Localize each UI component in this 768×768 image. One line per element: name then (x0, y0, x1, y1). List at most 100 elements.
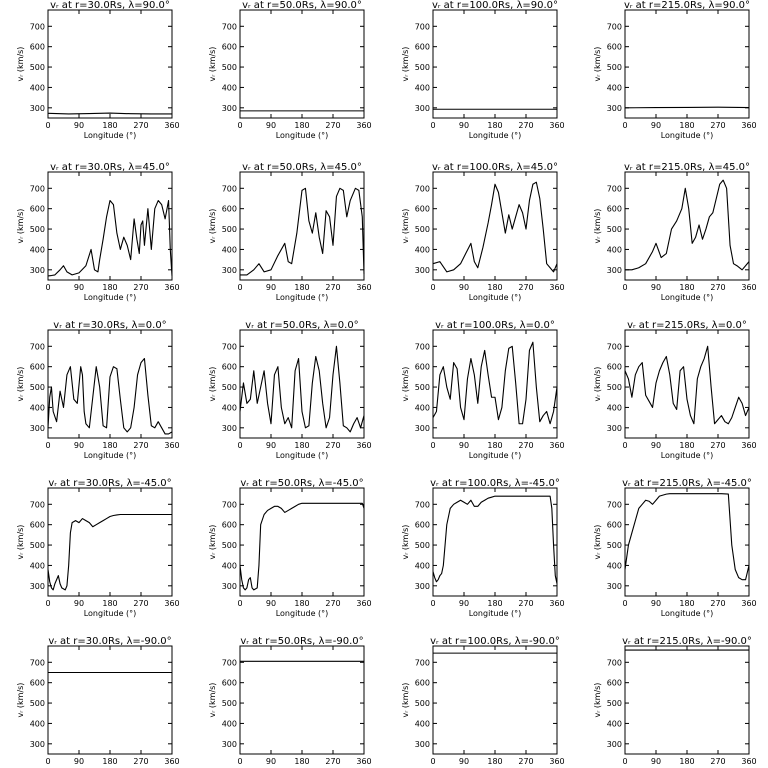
x-tick-label: 270 (518, 757, 533, 766)
y-tick-label: 300 (30, 266, 45, 275)
y-tick-label: 600 (222, 205, 237, 214)
x-axis-label: Longitude (°) (469, 609, 522, 618)
series-line (624, 493, 750, 581)
x-tick-label: 90 (74, 283, 84, 292)
x-tick-label: 0 (45, 283, 50, 292)
x-tick-label: 360 (741, 757, 756, 766)
x-axis-label: Longitude (°) (84, 451, 137, 460)
y-tick-label: 400 (607, 83, 622, 92)
plot-frame (624, 329, 750, 439)
subplot-title: vᵣ at r=50.0Rs, λ=0.0° (245, 320, 358, 331)
subplot-13: vᵣ at r=30.0Rs, λ=-45.0° 0 90 180 270 360 300 4… (16, 478, 180, 618)
x-tick-label: 0 (430, 441, 435, 450)
y-tick-label: 600 (607, 679, 622, 688)
x-tick-label: 180 (294, 121, 309, 130)
y-tick-label: 600 (222, 43, 237, 52)
x-tick-label: 90 (266, 441, 276, 450)
y-tick-label: 400 (607, 719, 622, 728)
y-tick-label: 700 (607, 184, 622, 193)
y-tick-label: 700 (30, 658, 45, 667)
x-tick-label: 180 (102, 757, 117, 766)
x-axis-label: Longitude (°) (276, 451, 329, 460)
x-tick-label: 0 (45, 599, 50, 608)
x-tick-label: 0 (45, 121, 50, 130)
x-axis-label: Longitude (°) (276, 293, 329, 302)
subplot-title: vᵣ at r=215.0Rs, λ=90.0° (624, 0, 750, 11)
y-tick-label: 500 (222, 383, 237, 392)
y-axis-label: vᵣ (km/s) (208, 683, 217, 718)
x-tick-label: 270 (710, 599, 725, 608)
subplot-title: vᵣ at r=50.0Rs, λ=-45.0° (240, 478, 363, 489)
x-tick-label: 180 (679, 283, 694, 292)
x-tick-label: 180 (487, 121, 502, 130)
x-tick-label: 270 (710, 757, 725, 766)
y-tick-label: 300 (30, 424, 45, 433)
y-tick-label: 700 (30, 342, 45, 351)
y-tick-label: 600 (222, 679, 237, 688)
subplot-title: vᵣ at r=100.0Rs, λ=45.0° (432, 162, 558, 173)
x-tick-label: 360 (356, 599, 371, 608)
subplot-14: vᵣ at r=50.0Rs, λ=-45.0° 0 90 180 270 360 300 4… (208, 478, 372, 618)
x-tick-label: 180 (102, 283, 117, 292)
y-tick-label: 600 (222, 363, 237, 372)
subplot-title: vᵣ at r=100.0Rs, λ=90.0° (432, 0, 558, 11)
x-tick-label: 270 (710, 283, 725, 292)
x-axis-label: Longitude (°) (84, 293, 137, 302)
y-axis-label: vᵣ (km/s) (593, 367, 602, 402)
y-tick-label: 300 (607, 266, 622, 275)
x-tick-label: 360 (356, 283, 371, 292)
x-tick-label: 270 (325, 441, 340, 450)
subplot-6: vᵣ at r=50.0Rs, λ=45.0° 0 90 180 270 360 300 40… (208, 162, 372, 302)
y-tick-label: 400 (222, 719, 237, 728)
y-tick-label: 600 (607, 205, 622, 214)
subplot-15: vᵣ at r=100.0Rs, λ=-45.0° 0 90 180 270 360 300… (401, 478, 565, 618)
plot-frame (239, 645, 365, 755)
subplot-4: vᵣ at r=215.0Rs, λ=90.0° 0 90 180 270 360 300 4… (593, 0, 757, 140)
x-tick-label: 90 (651, 757, 661, 766)
x-tick-label: 90 (459, 121, 469, 130)
y-tick-label: 600 (222, 521, 237, 530)
subplot-title: vᵣ at r=30.0Rs, λ=0.0° (53, 320, 166, 331)
y-tick-label: 500 (30, 383, 45, 392)
y-tick-label: 300 (607, 424, 622, 433)
y-tick-label: 300 (30, 582, 45, 591)
subplot-title: vᵣ at r=100.0Rs, λ=-45.0° (430, 478, 560, 489)
x-tick-label: 270 (325, 283, 340, 292)
y-tick-label: 600 (30, 521, 45, 530)
subplot-title: vᵣ at r=30.0Rs, λ=-45.0° (48, 478, 171, 489)
x-tick-label: 0 (622, 121, 627, 130)
y-tick-label: 300 (222, 582, 237, 591)
series-line (624, 345, 750, 425)
series-line (240, 187, 365, 276)
y-axis-label: vᵣ (km/s) (16, 683, 25, 718)
x-tick-label: 90 (651, 599, 661, 608)
series-line (432, 341, 558, 425)
y-tick-label: 700 (607, 658, 622, 667)
x-tick-label: 180 (102, 121, 117, 130)
x-tick-label: 180 (294, 441, 309, 450)
series-line (47, 357, 173, 435)
y-tick-label: 400 (607, 403, 622, 412)
y-tick-label: 500 (30, 699, 45, 708)
y-tick-label: 300 (607, 104, 622, 113)
series-line (47, 199, 173, 277)
plot-frame (239, 487, 365, 597)
x-tick-label: 360 (356, 757, 371, 766)
x-tick-label: 180 (102, 441, 117, 450)
plot-frame (432, 171, 558, 281)
x-tick-label: 90 (651, 121, 661, 130)
y-tick-label: 700 (30, 184, 45, 193)
y-tick-label: 500 (607, 63, 622, 72)
y-axis-label: vᵣ (km/s) (401, 525, 410, 560)
y-tick-label: 400 (222, 561, 237, 570)
y-tick-label: 500 (222, 63, 237, 72)
y-tick-label: 400 (222, 245, 237, 254)
y-tick-label: 500 (607, 225, 622, 234)
x-tick-label: 0 (237, 121, 242, 130)
y-tick-label: 700 (222, 22, 237, 31)
x-tick-label: 180 (679, 757, 694, 766)
x-tick-label: 180 (679, 599, 694, 608)
x-tick-label: 360 (549, 283, 564, 292)
x-tick-label: 0 (430, 757, 435, 766)
series-line (624, 106, 750, 109)
